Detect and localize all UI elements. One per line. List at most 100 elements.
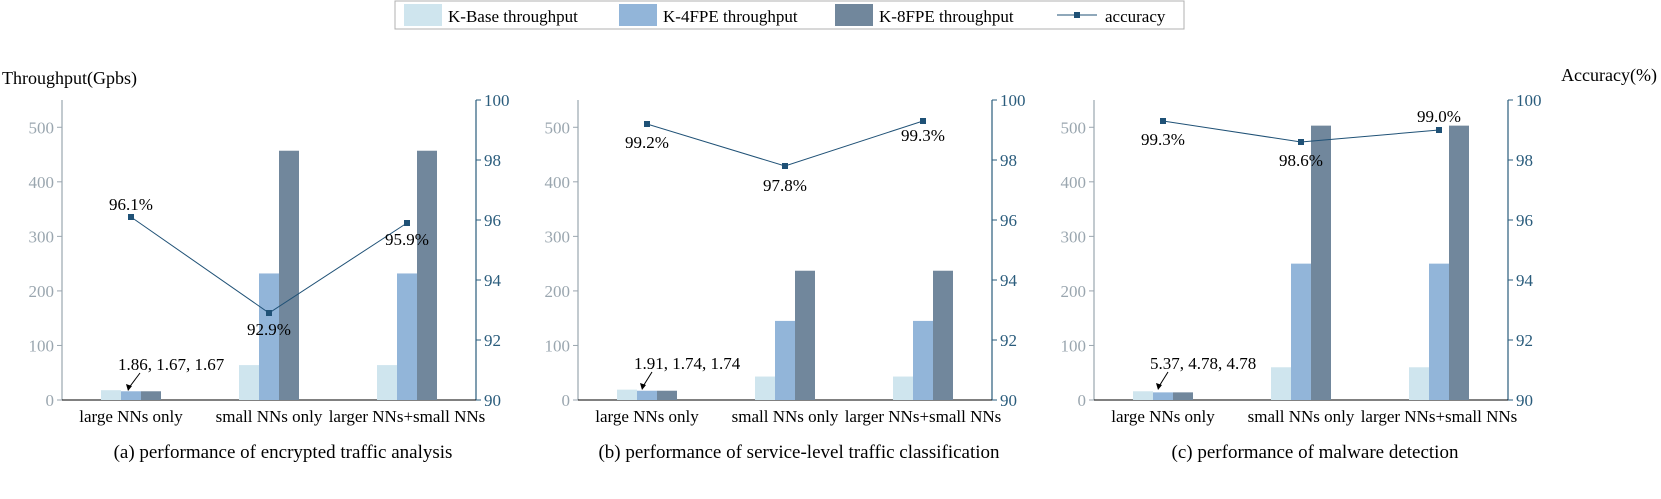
accuracy-label-2: 95.9% [385, 230, 429, 249]
bar-k-base-2 [377, 365, 397, 400]
left-tick-label: 500 [1061, 118, 1087, 137]
left-tick-label: 400 [29, 173, 55, 192]
bar-k-8fpe-1 [1311, 125, 1331, 401]
left-tick-label: 200 [29, 282, 55, 301]
legend-label-2: K-8FPE throughput [879, 7, 1014, 26]
x-tick-label: large NNs only [1111, 407, 1215, 426]
annotation-arrowhead [126, 384, 132, 391]
bar-k-8fpe-1 [279, 150, 299, 400]
bar-k-base-0 [1133, 391, 1153, 400]
x-tick-label: large NNs only [79, 407, 183, 426]
right-tick-label: 92 [1516, 331, 1533, 350]
annotation-arrowhead [1156, 383, 1162, 390]
accuracy-point-0 [644, 121, 650, 127]
right-tick-label: 94 [1000, 271, 1018, 290]
left-tick-label: 300 [545, 227, 571, 246]
small-value-annotation: 5.37, 4.78, 4.78 [1150, 354, 1256, 373]
bar-k-base-1 [239, 365, 259, 400]
right-tick-label: 94 [1516, 271, 1534, 290]
right-axis-title: Accuracy(%) [1561, 65, 1657, 86]
bar-k-8fpe-2 [417, 150, 437, 400]
left-tick-label: 100 [1061, 336, 1087, 355]
left-tick-label: 300 [1061, 227, 1087, 246]
accuracy-point-1 [266, 310, 272, 316]
x-tick-label: small NNs only [1248, 407, 1355, 426]
x-tick-label: small NNs only [732, 407, 839, 426]
bar-k-8fpe-2 [1449, 125, 1469, 401]
left-tick-label: 0 [46, 391, 55, 410]
legend-label-3: accuracy [1105, 7, 1166, 26]
annotation-arrowhead [640, 383, 646, 390]
bar-k-4fpe-0 [637, 390, 657, 400]
bar-k-base-0 [101, 390, 121, 400]
legend-marker [1074, 12, 1080, 18]
accuracy-point-0 [1160, 118, 1166, 124]
bar-k-base-0 [617, 389, 637, 400]
chart-title: (a) performance of encrypted traffic ana… [114, 442, 453, 463]
right-tick-label: 100 [1000, 91, 1026, 110]
bar-k-4fpe-1 [259, 273, 279, 400]
left-tick-label: 0 [562, 391, 571, 410]
accuracy-label-1: 92.9% [247, 320, 291, 339]
bar-k-4fpe-2 [913, 320, 933, 400]
left-tick-label: 0 [1078, 391, 1087, 410]
accuracy-label-2: 99.0% [1417, 107, 1461, 126]
left-tick-label: 400 [545, 173, 571, 192]
x-tick-label: small NNs only [216, 407, 323, 426]
right-tick-label: 92 [1000, 331, 1017, 350]
right-tick-label: 96 [1516, 211, 1533, 230]
left-tick-label: 100 [29, 336, 55, 355]
right-tick-label: 90 [1516, 391, 1533, 410]
bar-k-base-2 [893, 376, 913, 400]
right-tick-label: 98 [1516, 151, 1533, 170]
accuracy-label-2: 99.3% [901, 126, 945, 145]
right-tick-label: 98 [1000, 151, 1017, 170]
chart-title: (b) performance of service-level traffic… [598, 442, 1000, 463]
left-tick-label: 400 [1061, 173, 1087, 192]
accuracy-line [646, 120, 924, 167]
accuracy-label-0: 99.3% [1141, 130, 1185, 149]
right-tick-label: 98 [484, 151, 501, 170]
chart-panel-2: 0 100 200 300 400 500 90 92 94 96 98 100 large NNs o… [1061, 91, 1542, 463]
left-tick-label: 500 [545, 118, 571, 137]
accuracy-label-0: 96.1% [109, 195, 153, 214]
right-tick-label: 92 [484, 331, 501, 350]
accuracy-point-2 [920, 118, 926, 124]
left-tick-label: 200 [545, 282, 571, 301]
bar-k-4fpe-0 [1153, 392, 1173, 400]
bar-k-8fpe-0 [657, 390, 677, 400]
accuracy-point-0 [128, 214, 134, 220]
right-tick-label: 96 [484, 211, 501, 230]
legend-box [394, 0, 1185, 30]
chart-title: (c) performance of malware detection [1172, 442, 1459, 463]
bar-k-8fpe-1 [795, 270, 815, 400]
right-tick-label: 90 [484, 391, 501, 410]
accuracy-label-0: 99.2% [625, 133, 669, 152]
chart-panel-1: 0 100 200 300 400 500 90 92 94 96 98 100 large NNs o… [545, 91, 1026, 463]
left-tick-label: 500 [29, 118, 55, 137]
accuracy-point-2 [404, 220, 410, 226]
legend-label-0: K-Base throughput [448, 7, 578, 26]
right-tick-label: 94 [484, 271, 502, 290]
accuracy-point-2 [1436, 127, 1442, 133]
x-tick-label: large NNs only [595, 407, 699, 426]
accuracy-label-1: 98.6% [1279, 151, 1323, 170]
bar-k-4fpe-0 [121, 391, 141, 400]
right-tick-label: 90 [1000, 391, 1017, 410]
x-tick-label: larger NNs+small NNs [1361, 407, 1518, 426]
right-tick-label: 100 [484, 91, 510, 110]
bar-k-8fpe-0 [141, 391, 161, 400]
legend: K-Base throughput K-4FPE throughput K-8FPE… [394, 0, 1185, 30]
accuracy-line [1162, 120, 1440, 143]
small-value-annotation: 1.91, 1.74, 1.74 [634, 354, 741, 373]
right-tick-label: 100 [1516, 91, 1542, 110]
bar-k-base-1 [755, 376, 775, 400]
left-tick-label: 200 [1061, 282, 1087, 301]
accuracy-label-1: 97.8% [763, 176, 807, 195]
left-axis-title: Throughput(Gpbs) [2, 68, 137, 89]
legend-swatch-1 [619, 4, 657, 26]
bar-k-base-2 [1409, 367, 1429, 400]
bar-k-4fpe-1 [775, 320, 795, 400]
legend-label-1: K-4FPE throughput [663, 7, 798, 26]
